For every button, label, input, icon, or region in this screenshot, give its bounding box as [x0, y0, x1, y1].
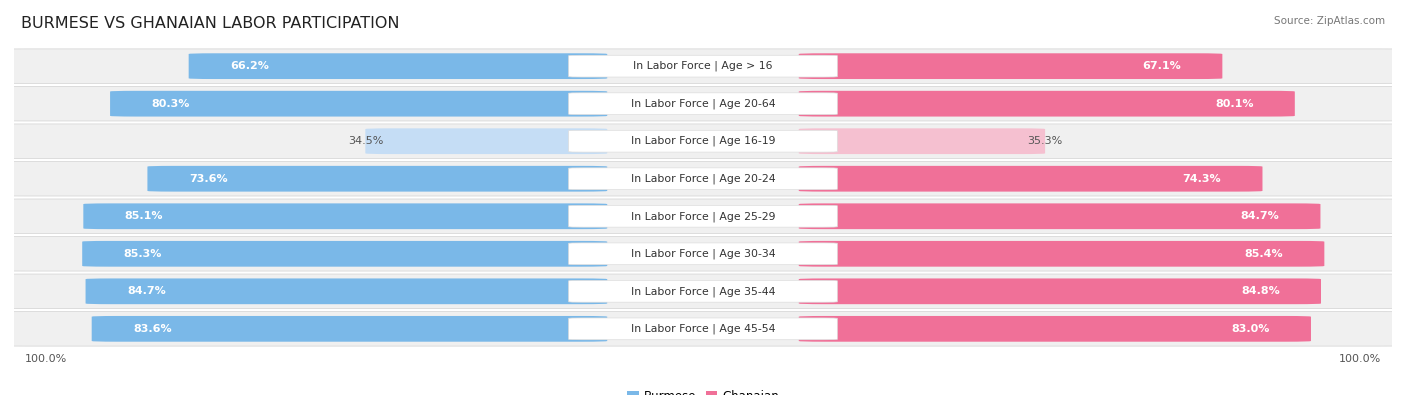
- FancyBboxPatch shape: [799, 53, 1222, 79]
- FancyBboxPatch shape: [799, 241, 1324, 267]
- Text: In Labor Force | Age 45-54: In Labor Force | Age 45-54: [631, 324, 775, 334]
- Text: 67.1%: 67.1%: [1142, 61, 1181, 71]
- FancyBboxPatch shape: [799, 316, 1310, 342]
- Text: 35.3%: 35.3%: [1028, 136, 1063, 146]
- FancyBboxPatch shape: [568, 130, 838, 152]
- FancyBboxPatch shape: [568, 168, 838, 190]
- Text: In Labor Force | Age 16-19: In Labor Force | Age 16-19: [631, 136, 775, 147]
- Text: In Labor Force | Age 25-29: In Labor Force | Age 25-29: [631, 211, 775, 222]
- Text: In Labor Force | Age 20-24: In Labor Force | Age 20-24: [631, 173, 775, 184]
- FancyBboxPatch shape: [799, 91, 1295, 117]
- FancyBboxPatch shape: [86, 278, 607, 304]
- FancyBboxPatch shape: [82, 241, 607, 267]
- FancyBboxPatch shape: [0, 87, 1406, 121]
- FancyBboxPatch shape: [568, 55, 838, 77]
- FancyBboxPatch shape: [799, 203, 1320, 229]
- Text: In Labor Force | Age 35-44: In Labor Force | Age 35-44: [631, 286, 775, 297]
- FancyBboxPatch shape: [0, 124, 1406, 158]
- Text: 83.6%: 83.6%: [134, 324, 172, 334]
- Text: In Labor Force | Age > 16: In Labor Force | Age > 16: [633, 61, 773, 71]
- Text: In Labor Force | Age 30-34: In Labor Force | Age 30-34: [631, 248, 775, 259]
- Text: 85.3%: 85.3%: [124, 249, 162, 259]
- Text: BURMESE VS GHANAIAN LABOR PARTICIPATION: BURMESE VS GHANAIAN LABOR PARTICIPATION: [21, 16, 399, 31]
- FancyBboxPatch shape: [110, 91, 607, 117]
- Text: 85.1%: 85.1%: [125, 211, 163, 221]
- FancyBboxPatch shape: [0, 237, 1406, 271]
- Text: 73.6%: 73.6%: [188, 174, 228, 184]
- Text: 84.7%: 84.7%: [127, 286, 166, 296]
- Text: 84.7%: 84.7%: [1240, 211, 1279, 221]
- FancyBboxPatch shape: [0, 199, 1406, 233]
- FancyBboxPatch shape: [568, 280, 838, 302]
- FancyBboxPatch shape: [799, 278, 1322, 304]
- FancyBboxPatch shape: [568, 318, 838, 340]
- Text: 66.2%: 66.2%: [231, 61, 269, 71]
- FancyBboxPatch shape: [148, 166, 607, 192]
- Text: 34.5%: 34.5%: [347, 136, 384, 146]
- Text: 84.8%: 84.8%: [1241, 286, 1279, 296]
- FancyBboxPatch shape: [0, 312, 1406, 346]
- FancyBboxPatch shape: [568, 205, 838, 227]
- Text: 100.0%: 100.0%: [1339, 354, 1381, 364]
- FancyBboxPatch shape: [799, 166, 1263, 192]
- FancyBboxPatch shape: [366, 128, 607, 154]
- Text: 80.1%: 80.1%: [1215, 99, 1254, 109]
- Text: 74.3%: 74.3%: [1182, 174, 1222, 184]
- Text: 83.0%: 83.0%: [1232, 324, 1270, 334]
- Text: Source: ZipAtlas.com: Source: ZipAtlas.com: [1274, 16, 1385, 26]
- FancyBboxPatch shape: [188, 53, 607, 79]
- FancyBboxPatch shape: [83, 203, 607, 229]
- FancyBboxPatch shape: [91, 316, 607, 342]
- Text: In Labor Force | Age 20-64: In Labor Force | Age 20-64: [631, 98, 775, 109]
- FancyBboxPatch shape: [0, 162, 1406, 196]
- Legend: Burmese, Ghanaian: Burmese, Ghanaian: [623, 385, 783, 395]
- FancyBboxPatch shape: [0, 49, 1406, 83]
- FancyBboxPatch shape: [0, 274, 1406, 308]
- FancyBboxPatch shape: [568, 243, 838, 265]
- FancyBboxPatch shape: [799, 128, 1045, 154]
- Text: 80.3%: 80.3%: [152, 99, 190, 109]
- Text: 85.4%: 85.4%: [1244, 249, 1284, 259]
- FancyBboxPatch shape: [568, 93, 838, 115]
- Text: 100.0%: 100.0%: [25, 354, 67, 364]
